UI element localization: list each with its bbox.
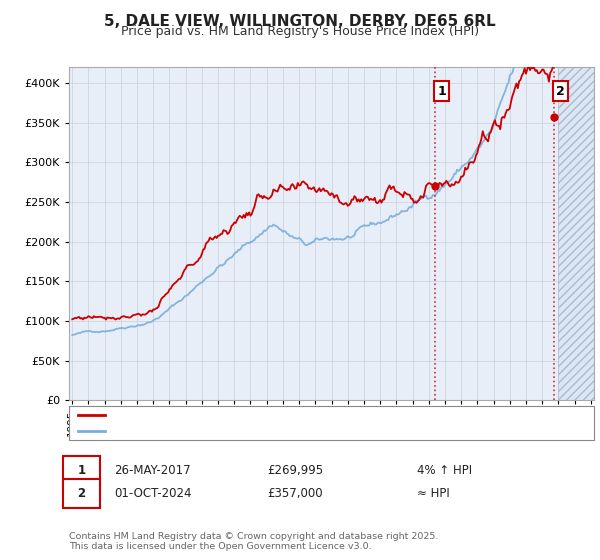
Text: ≈ HPI: ≈ HPI <box>417 487 450 501</box>
Text: £357,000: £357,000 <box>267 487 323 501</box>
Text: 2: 2 <box>556 85 565 97</box>
Text: 4% ↑ HPI: 4% ↑ HPI <box>417 464 472 477</box>
Text: 1: 1 <box>77 464 86 477</box>
Text: £269,995: £269,995 <box>267 464 323 477</box>
Text: Contains HM Land Registry data © Crown copyright and database right 2025.
This d: Contains HM Land Registry data © Crown c… <box>69 532 439 552</box>
Text: 5, DALE VIEW, WILLINGTON, DERBY, DE65 6RL: 5, DALE VIEW, WILLINGTON, DERBY, DE65 6R… <box>104 14 496 29</box>
Bar <box>559 67 599 400</box>
Text: HPI: Average price, detached house, South Derbyshire: HPI: Average price, detached house, Sout… <box>109 426 412 436</box>
Text: 2: 2 <box>77 487 86 501</box>
Text: 5, DALE VIEW, WILLINGTON, DERBY, DE65 6RL (detached house): 5, DALE VIEW, WILLINGTON, DERBY, DE65 6R… <box>109 410 469 421</box>
Text: 1: 1 <box>437 85 446 97</box>
Bar <box>559 67 599 400</box>
Text: 26-MAY-2017: 26-MAY-2017 <box>114 464 191 477</box>
Text: 01-OCT-2024: 01-OCT-2024 <box>114 487 191 501</box>
Text: Price paid vs. HM Land Registry's House Price Index (HPI): Price paid vs. HM Land Registry's House … <box>121 25 479 38</box>
